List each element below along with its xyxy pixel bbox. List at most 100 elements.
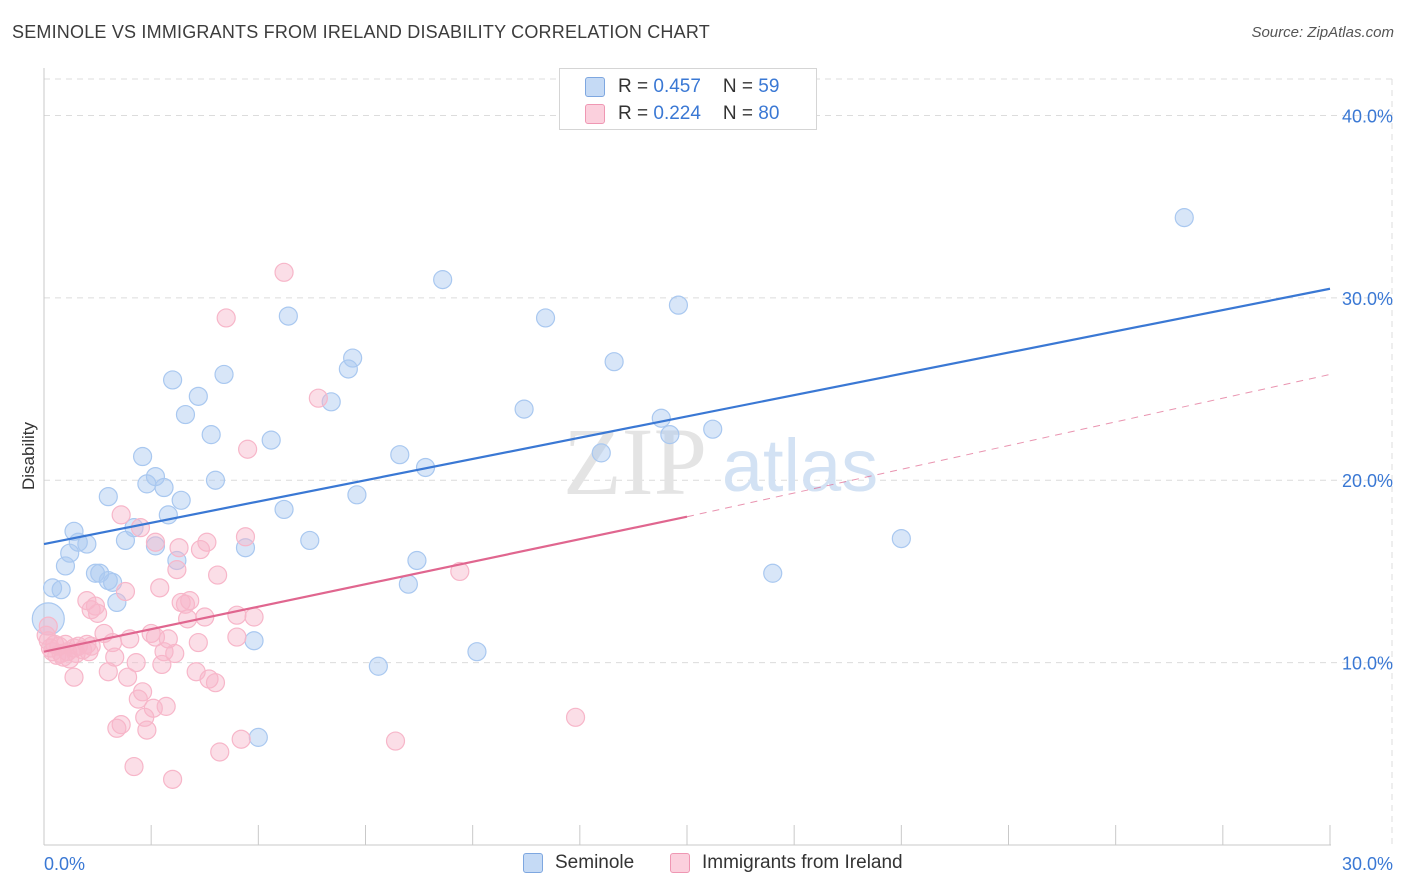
data-point: [117, 667, 138, 687]
data-point: [156, 696, 176, 716]
x-tick-label: 30.0%: [1342, 854, 1393, 874]
data-point: [763, 563, 783, 583]
data-point: [124, 756, 144, 777]
data-point: [450, 561, 470, 582]
data-point: [565, 707, 586, 727]
stats-row-ireland: R = 0.224 N = 80: [585, 102, 780, 126]
data-point: [163, 370, 183, 390]
data-point: [64, 667, 84, 687]
data-point: [214, 364, 234, 385]
chart-title: SEMINOLE VS IMMIGRANTS FROM IRELAND DISA…: [12, 22, 710, 42]
data-point: [368, 656, 388, 676]
stats-box: R = 0.457 N = 59 R = 0.224 N = 80: [559, 68, 817, 130]
data-point: [64, 521, 84, 541]
data-point: [208, 565, 228, 585]
data-point: [216, 308, 236, 328]
data-point: [385, 731, 406, 751]
y-tick-label: 10.0%: [1342, 654, 1393, 674]
data-point: [274, 499, 294, 520]
y-tick-label: 40.0%: [1342, 106, 1393, 126]
series-ireland: [36, 262, 586, 789]
stats-n-value: 80: [758, 103, 780, 124]
data-point: [205, 673, 226, 693]
data-point: [115, 581, 136, 602]
stats-swatch-seminole: [585, 77, 605, 97]
data-point: [165, 643, 185, 664]
legend-item-ireland[interactable]: Immigrants from Ireland: [670, 852, 903, 874]
data-point: [660, 425, 680, 445]
data-point: [98, 487, 118, 507]
legend-swatch-seminole: [523, 853, 543, 873]
data-point: [278, 306, 298, 326]
stats-r-value: 0.457: [653, 76, 701, 97]
trend-line-ireland: [43, 515, 688, 653]
data-point: [235, 527, 256, 547]
data-point: [175, 404, 196, 425]
tick-labels: 10.0% 20.0% 30.0% 40.0% 0.0% 30.0%: [44, 106, 1393, 874]
data-point: [163, 769, 183, 789]
stats-r-value: 0.224: [653, 103, 701, 124]
watermark-atlas: atlas: [722, 424, 878, 507]
data-point: [197, 532, 217, 552]
data-point: [467, 642, 487, 662]
trend-line-ireland-extension: [686, 373, 1331, 518]
data-point: [300, 530, 320, 551]
data-point: [231, 729, 251, 749]
data-point: [514, 399, 534, 419]
stats-swatch-ireland: [585, 104, 605, 124]
data-point: [205, 470, 226, 490]
data-point: [390, 445, 410, 465]
data-point: [227, 627, 247, 647]
data-point: [244, 631, 264, 651]
trend-line-seminole: [43, 287, 1331, 546]
legend-label-ireland: Immigrants from Ireland: [702, 852, 903, 873]
data-point: [87, 603, 108, 623]
stats-row-seminole: R = 0.457 N = 59: [585, 75, 780, 99]
data-point: [130, 518, 151, 538]
axes: [43, 68, 1331, 846]
data-point: [338, 359, 358, 379]
y-tick-label: 30.0%: [1342, 289, 1393, 309]
data-point: [188, 386, 208, 406]
data-point: [433, 270, 453, 290]
data-point: [180, 591, 200, 611]
legend-item-seminole[interactable]: Seminole: [523, 852, 634, 874]
data-point: [145, 532, 166, 552]
data-point: [210, 742, 230, 762]
series-seminole: [31, 208, 1194, 747]
stats-r-label: R =: [618, 103, 654, 124]
data-point: [55, 556, 76, 576]
data-point: [535, 308, 556, 328]
chart-source: Source: ZipAtlas.com: [1251, 24, 1394, 41]
data-point: [235, 538, 256, 558]
y-tick-label: 20.0%: [1342, 471, 1393, 491]
data-point: [321, 392, 341, 412]
data-point: [167, 560, 187, 580]
data-point: [169, 538, 189, 558]
data-point: [347, 485, 367, 505]
data-point: [190, 539, 211, 560]
data-point: [171, 490, 191, 510]
data-point: [132, 446, 153, 467]
data-point: [85, 596, 106, 616]
data-point: [891, 528, 911, 549]
data-point: [126, 653, 146, 673]
data-point: [178, 609, 198, 629]
data-point: [244, 607, 264, 627]
legend-label-seminole: Seminole: [555, 852, 635, 873]
data-point: [111, 505, 131, 525]
legend: Seminole Immigrants from Ireland: [0, 852, 1406, 878]
stats-n-value: 59: [758, 76, 780, 97]
data-point: [1174, 208, 1194, 228]
data-points: [31, 208, 1194, 789]
data-point: [398, 574, 418, 594]
data-point: [651, 408, 671, 428]
data-point: [150, 578, 170, 598]
data-point: [238, 439, 258, 459]
stats-n-label: N =: [722, 76, 759, 97]
stats-n-label: N =: [722, 103, 759, 124]
data-point: [201, 425, 221, 445]
data-point: [248, 727, 268, 747]
data-point: [604, 352, 624, 372]
data-point: [703, 419, 723, 439]
